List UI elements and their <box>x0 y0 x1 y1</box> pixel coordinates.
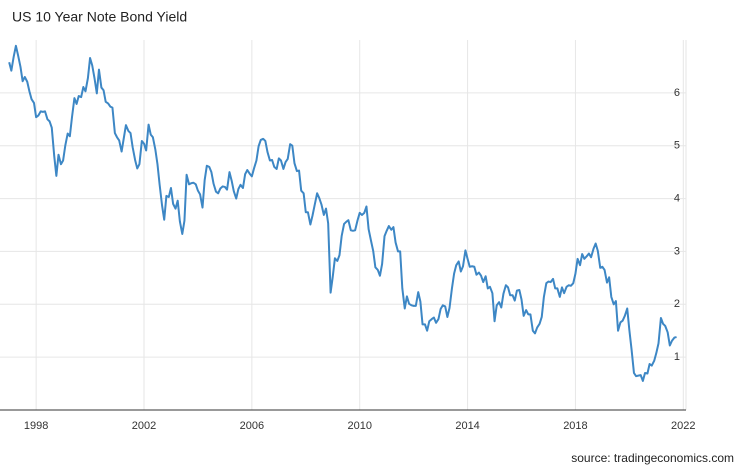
x-tick-label: 2010 <box>347 420 371 432</box>
y-tick-label: 3 <box>674 245 680 257</box>
y-tick-label: 6 <box>674 87 680 99</box>
y-tick-label: 2 <box>674 298 680 310</box>
chart-title: US 10 Year Note Bond Yield <box>12 9 187 25</box>
x-tick-label: 1998 <box>24 420 48 432</box>
line-series <box>8 44 677 382</box>
y-tick-label: 4 <box>674 192 680 204</box>
x-tick-label: 2006 <box>240 420 264 432</box>
x-tick-label: 2002 <box>132 420 156 432</box>
y-tick-label: 1 <box>674 351 680 363</box>
x-tick-label: 2014 <box>455 420 479 432</box>
y-tick-label: 5 <box>674 140 680 152</box>
x-tick-label: 2022 <box>671 420 695 432</box>
x-tick-label: 2018 <box>563 420 587 432</box>
source: source: tradingeconomics.com <box>571 451 734 465</box>
